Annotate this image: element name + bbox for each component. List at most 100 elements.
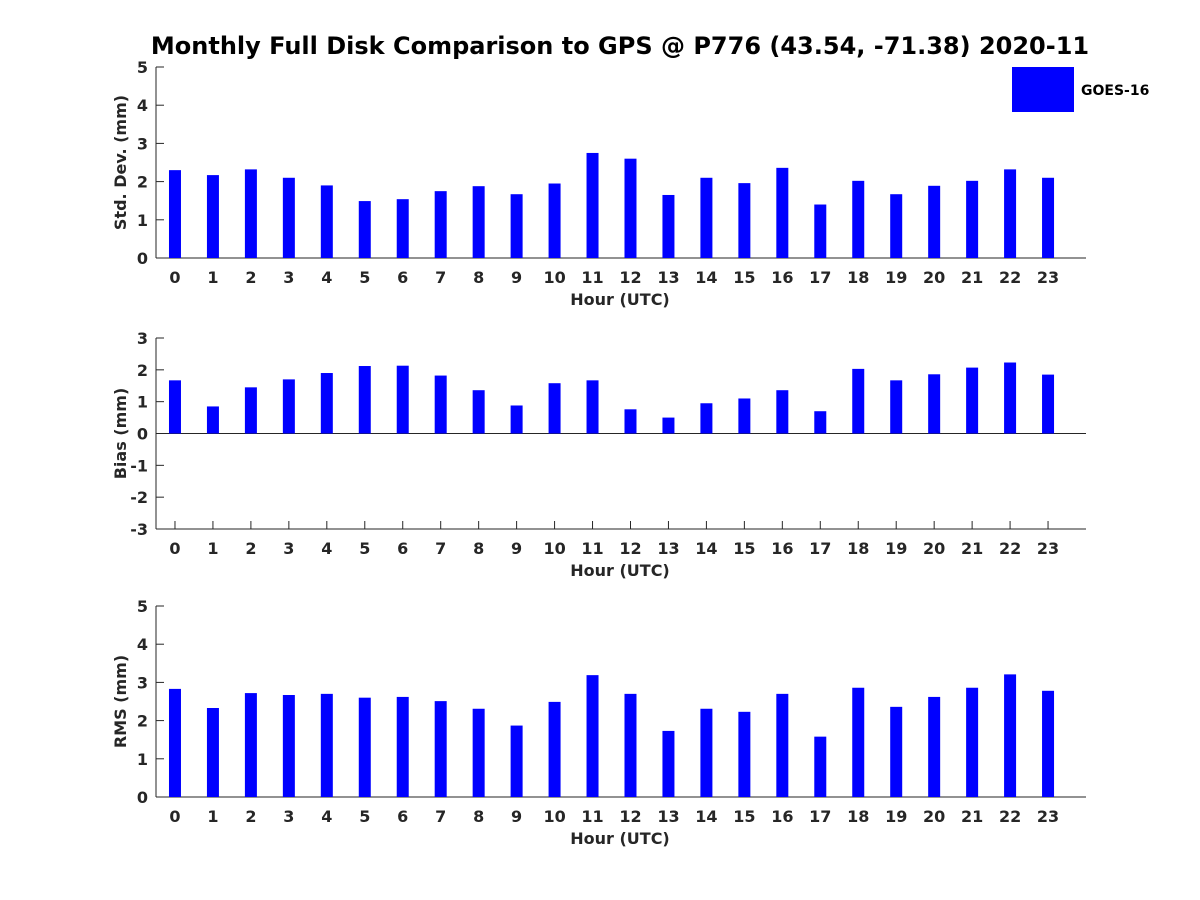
stddev-x-tick-label: 6 [397,268,408,287]
bias-bar [320,373,333,434]
stddev-bar [814,204,827,258]
bias-y-tick-label: 1 [137,393,148,412]
stddev-bar [168,170,181,258]
rms-x-axis-label: Hour (UTC) [570,829,670,848]
stddev-y-tick-label: 5 [137,58,148,77]
rms-bar [1042,690,1055,797]
bias-y-tick-label: -1 [130,456,148,475]
bias-bar [358,366,371,434]
rms-bar [1004,674,1017,797]
bias-x-tick-label: 4 [321,539,332,558]
bias-bar [1004,362,1017,434]
rms-bar [624,693,637,797]
bias-x-tick-label: 11 [581,539,603,558]
stddev-bar [776,167,789,258]
chart-title: Monthly Full Disk Comparison to GPS @ P7… [151,32,1089,60]
rms-x-tick-label: 13 [657,807,679,826]
rms-x-tick-label: 4 [321,807,332,826]
stddev-x-tick-label: 0 [169,268,180,287]
bias-x-tick-label: 17 [809,539,831,558]
rms-bar [776,693,789,797]
bias-x-tick-label: 22 [999,539,1021,558]
legend-label: GOES-16 [1081,83,1149,99]
bias-bar [624,409,637,434]
bias-x-tick-label: 15 [733,539,755,558]
stddev-x-tick-label: 23 [1037,268,1059,287]
rms-bar [890,706,903,797]
rms-bar [434,701,447,797]
rms-bar [928,696,941,797]
rms-x-tick-label: 18 [847,807,869,826]
stddev-y-tick-label: 2 [137,173,148,192]
rms-bar [814,736,827,797]
bias-x-tick-label: 3 [283,539,294,558]
stddev-x-tick-label: 2 [245,268,256,287]
stddev-y-axis-label: Std. Dev. (mm) [111,95,130,230]
stddev-x-tick-label: 22 [999,268,1021,287]
stddev-bar [852,180,865,258]
stddev-x-tick-label: 12 [619,268,641,287]
stddev-x-tick-label: 13 [657,268,679,287]
stddev-bar [510,194,523,258]
rms-bar [966,687,979,797]
rms-y-tick-label: 4 [137,635,148,654]
rms-x-tick-label: 21 [961,807,983,826]
bias-x-tick-label: 19 [885,539,907,558]
bias-y-tick-label: -2 [130,488,148,507]
stddev-bar [738,183,751,258]
bias-bar [168,380,181,434]
stddev-y-tick-label: 4 [137,96,148,115]
stddev-bar [358,201,371,258]
rms-x-tick-label: 1 [207,807,218,826]
bias-x-tick-label: 8 [473,539,484,558]
stddev-bar [548,183,561,258]
bias-bar [966,367,979,434]
stddev-x-tick-label: 17 [809,268,831,287]
bias-x-tick-label: 1 [207,539,218,558]
rms-x-tick-label: 7 [435,807,446,826]
stddev-bar [624,158,637,258]
rms-y-tick-label: 0 [137,788,148,807]
rms-bar [396,696,409,797]
rms-bar [738,711,751,797]
stddev-x-tick-label: 5 [359,268,370,287]
bias-bar [928,374,941,434]
bias-bar [814,411,827,434]
bias-bar [548,383,561,434]
rms-bar [358,697,371,797]
stddev-bar [244,169,257,258]
stddev-x-tick-label: 16 [771,268,793,287]
rms-y-tick-label: 1 [137,750,148,769]
bias-x-tick-label: 5 [359,539,370,558]
rms-x-tick-label: 15 [733,807,755,826]
rms-bar [206,707,219,797]
rms-x-tick-label: 2 [245,807,256,826]
stddev-bar [662,194,675,258]
stddev-x-tick-label: 1 [207,268,218,287]
stddev-x-tick-label: 19 [885,268,907,287]
stddev-bar [928,185,941,258]
bias-x-tick-label: 0 [169,539,180,558]
bias-x-tick-label: 14 [695,539,717,558]
bias-x-tick-label: 12 [619,539,641,558]
bias-y-tick-label: 0 [137,425,148,444]
bias-bar [776,390,789,434]
rms-y-tick-label: 5 [137,597,148,616]
rms-y-axis-label: RMS (mm) [111,655,130,748]
stddev-y-tick-label: 0 [137,249,148,268]
rms-x-tick-label: 14 [695,807,717,826]
bias-y-axis-label: Bias (mm) [111,388,130,480]
bias-bar [472,390,485,434]
stddev-x-tick-label: 18 [847,268,869,287]
stddev-x-tick-label: 21 [961,268,983,287]
bias-y-tick-label: -3 [130,520,148,539]
stddev-bar [472,186,485,258]
stddev-x-tick-label: 20 [923,268,945,287]
stddev-x-tick-label: 9 [511,268,522,287]
stddev-bar [966,180,979,258]
stddev-bar [1042,177,1055,258]
bias-x-tick-label: 18 [847,539,869,558]
stddev-y-tick-label: 1 [137,211,148,230]
